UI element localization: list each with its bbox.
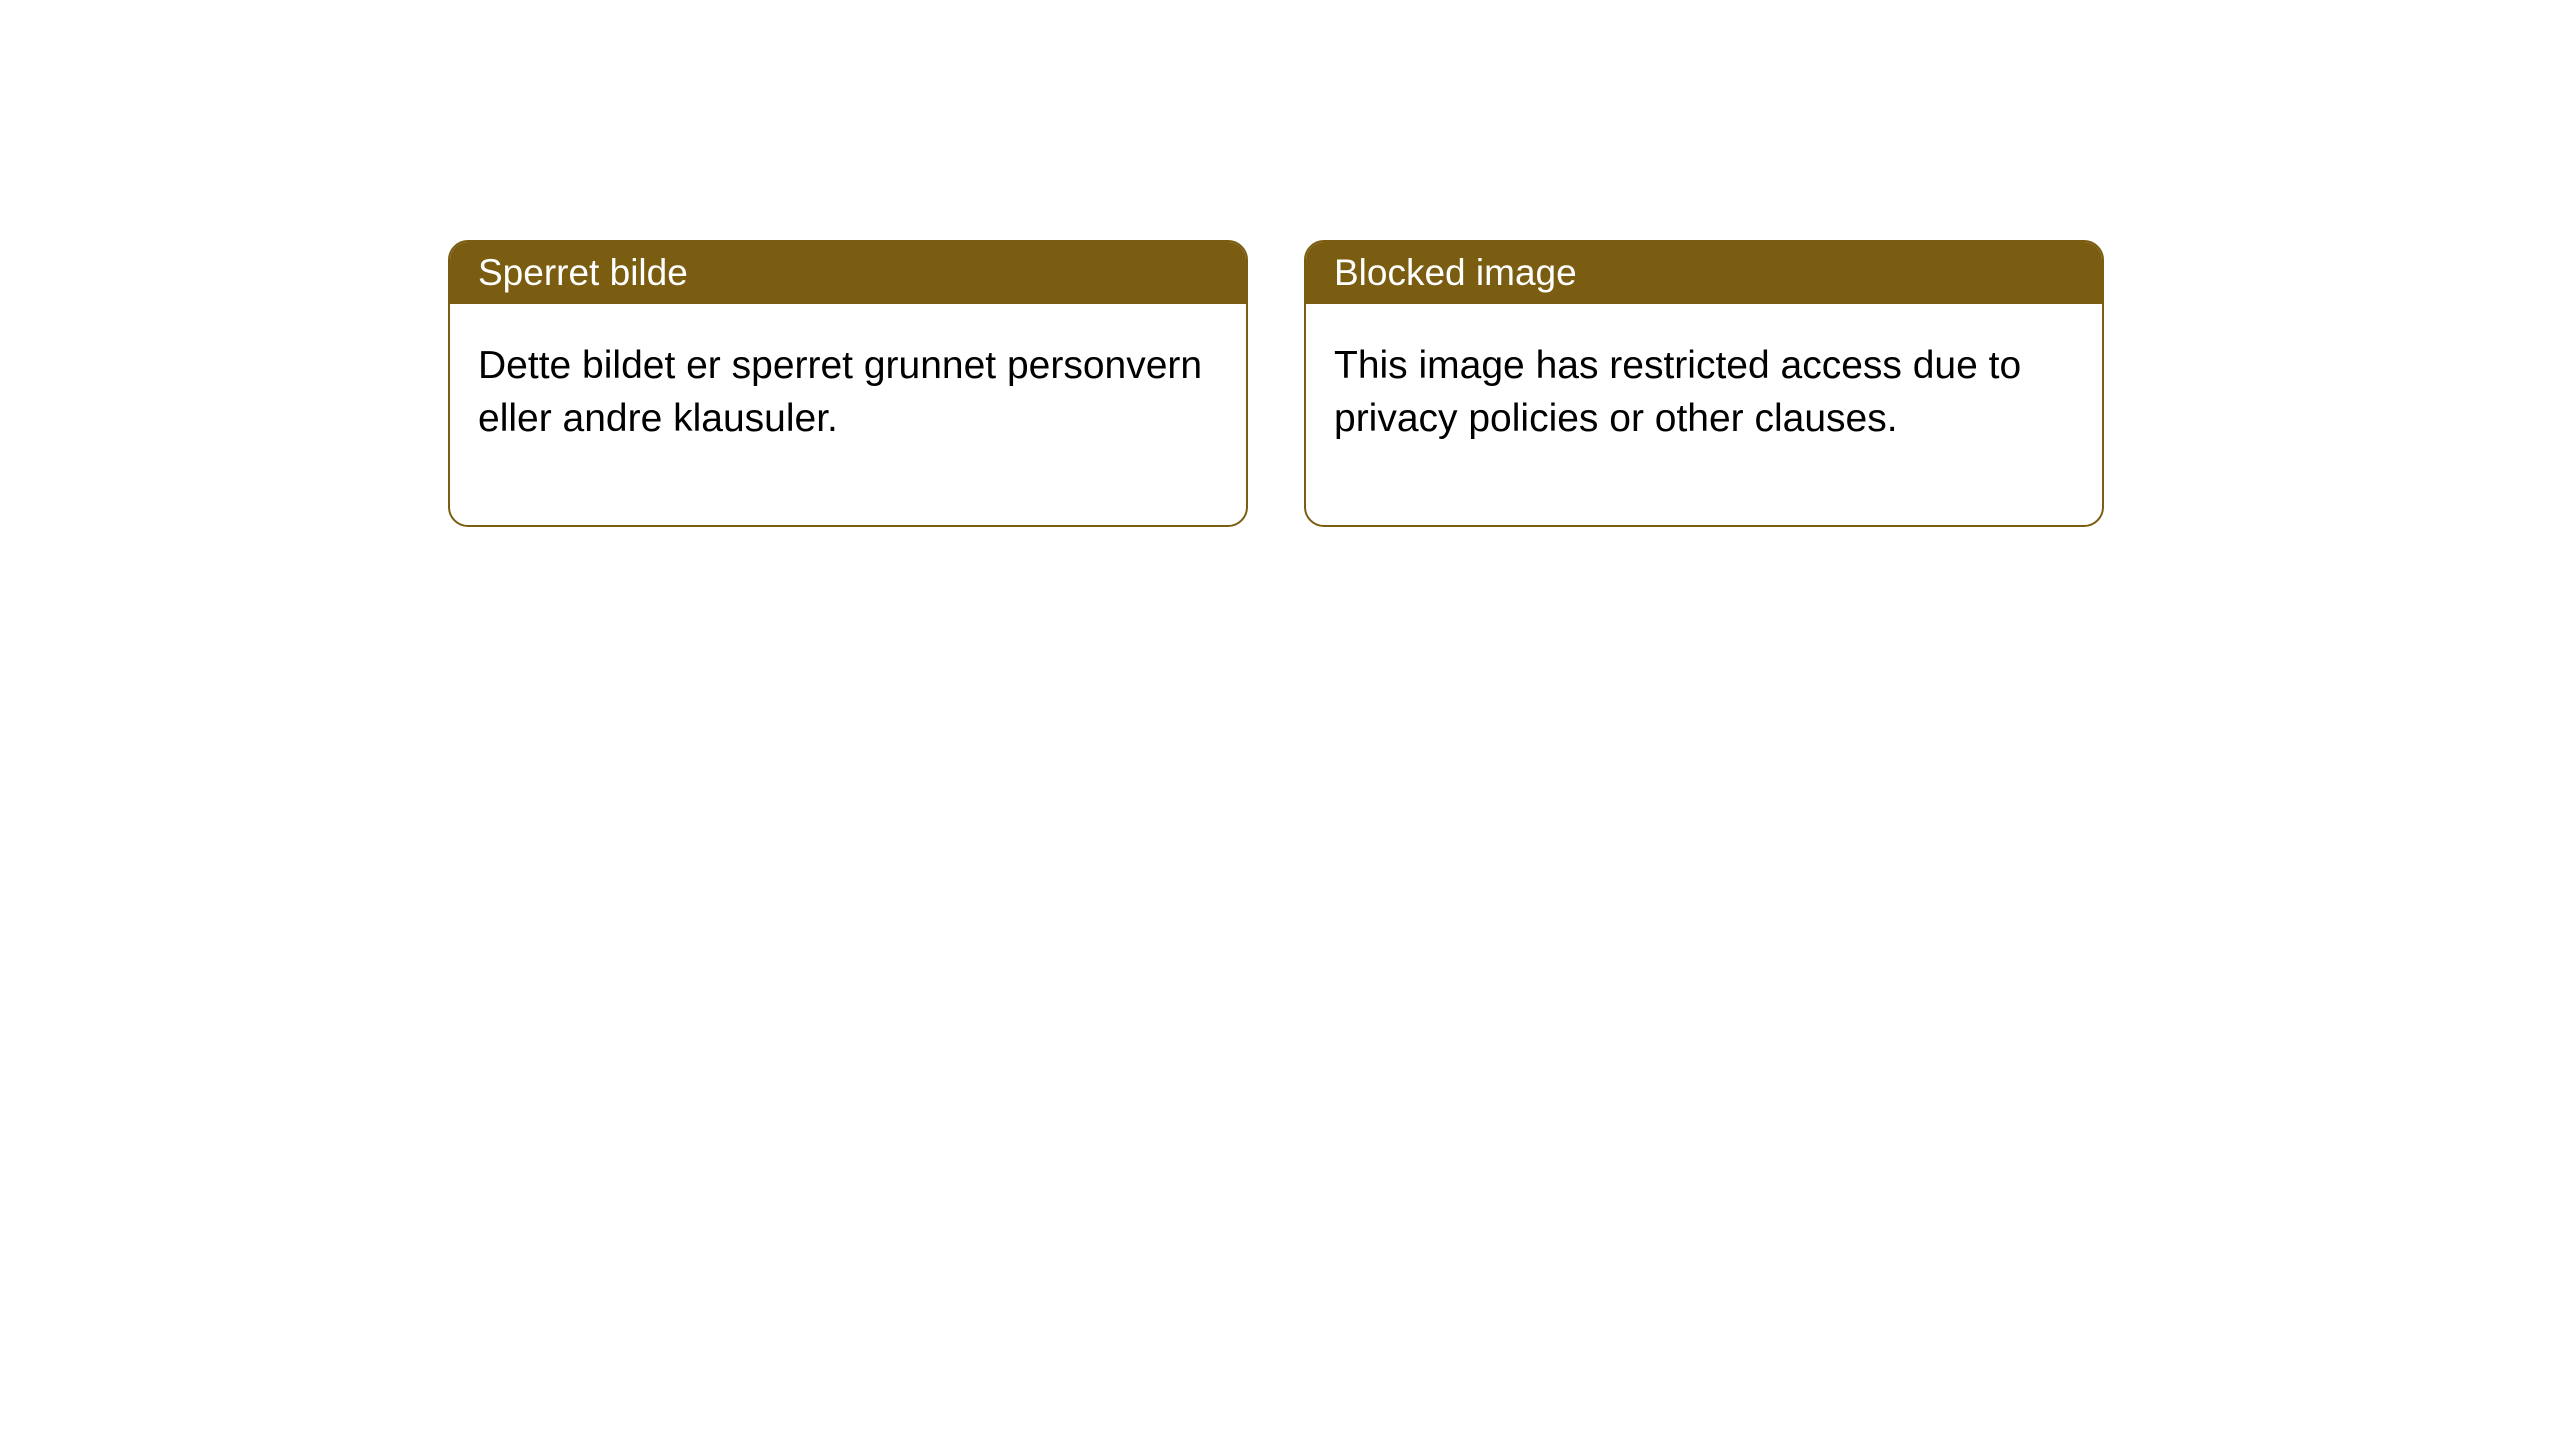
notice-card-english: Blocked image This image has restricted … [1304,240,2104,527]
card-title: Blocked image [1306,242,2102,304]
notice-container: Sperret bilde Dette bildet er sperret gr… [448,240,2104,527]
card-body-text: This image has restricted access due to … [1306,304,2102,525]
card-title: Sperret bilde [450,242,1246,304]
notice-card-norwegian: Sperret bilde Dette bildet er sperret gr… [448,240,1248,527]
card-body-text: Dette bildet er sperret grunnet personve… [450,304,1246,525]
